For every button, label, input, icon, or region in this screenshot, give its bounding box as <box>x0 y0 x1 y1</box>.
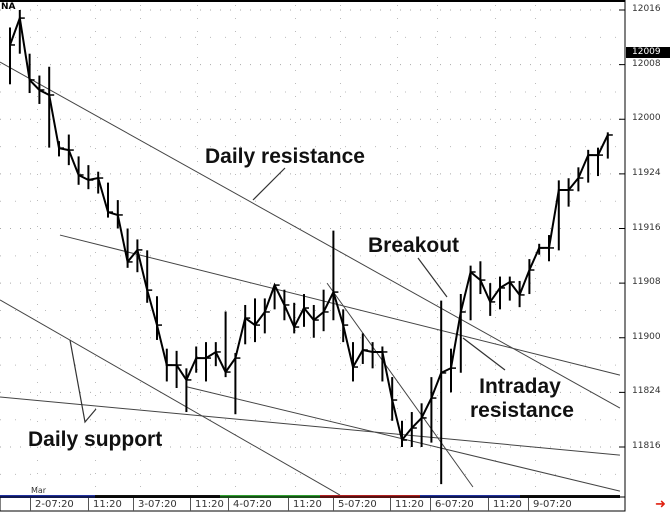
plot-background <box>0 0 625 497</box>
y-tick-label: 11924 <box>632 167 661 178</box>
trendline <box>0 299 341 496</box>
x-tick-label: 11:20 <box>390 498 424 511</box>
scroll-right-arrow-icon[interactable]: ➜ <box>655 496 666 511</box>
x-tick-label: 6-07:20 <box>430 498 474 511</box>
y-tick-label: 11816 <box>632 441 661 451</box>
x-tick-label: 11:20 <box>488 498 522 511</box>
month-label: Mar <box>31 486 47 495</box>
x-tick-label: 11:20 <box>190 498 224 511</box>
x-tick-label: 11:20 <box>288 498 322 511</box>
daily-resistance-pointer <box>252 167 286 201</box>
trendline <box>0 396 620 456</box>
intraday-resistance-pointer <box>462 337 506 371</box>
breakout-pointer <box>417 257 448 298</box>
y-tick-label: 12000 <box>632 113 661 124</box>
x-tick-label: 3-07:20 <box>133 498 177 511</box>
current-price-marker: 12009 <box>626 46 670 58</box>
x-axis-bar <box>0 496 626 512</box>
y-tick-label: 11900 <box>632 331 661 342</box>
x-tick-label: 2-07:20 <box>30 498 74 511</box>
x-tick-label: 9-07:20 <box>528 498 572 511</box>
x-tick-label: 11:20 <box>88 498 122 511</box>
y-tick-label: 12008 <box>632 58 661 69</box>
annotation-pointers <box>69 167 506 424</box>
x-tick-label: 5-07:20 <box>333 498 377 511</box>
annotation-intraday-resistance: Intraday resistance <box>470 375 574 422</box>
annotation-daily-resistance: Daily resistance <box>205 145 365 168</box>
daily-support-pointer <box>69 339 97 424</box>
grid <box>0 5 625 497</box>
y-tick-label: 11916 <box>632 222 661 233</box>
trendlines <box>0 61 621 496</box>
x-tick-label: 4-07:20 <box>228 498 272 511</box>
trendline <box>59 234 621 376</box>
annotation-breakout: Breakout <box>368 234 460 257</box>
trendline <box>326 282 474 488</box>
symbol-label: NA <box>1 2 16 12</box>
close-line <box>9 14 609 443</box>
y-tick-label: 12016 <box>632 4 661 14</box>
y-tick-label: 11908 <box>632 277 661 288</box>
y-tick-label: 11824 <box>632 386 661 397</box>
annotation-daily-support: Daily support <box>28 428 163 451</box>
trendline <box>0 61 621 409</box>
